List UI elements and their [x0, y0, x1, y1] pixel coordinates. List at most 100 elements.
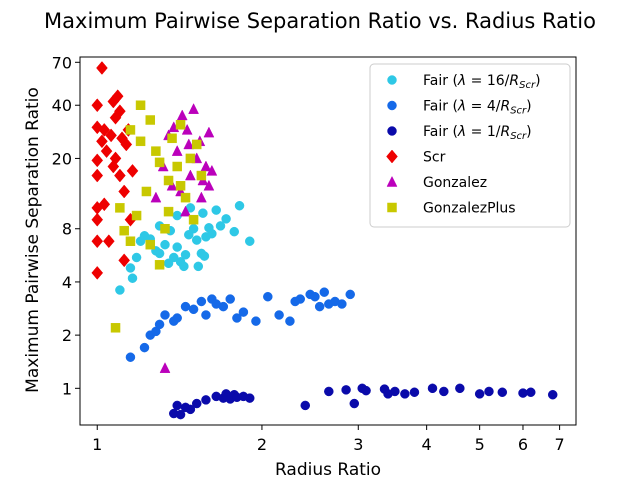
legend-marker — [387, 75, 397, 85]
x-tick-label: 3 — [353, 435, 363, 454]
data-point — [135, 100, 146, 110]
data-point — [160, 310, 170, 320]
data-point — [125, 125, 136, 135]
data-point — [345, 289, 355, 300]
data-point — [234, 200, 245, 211]
data-point — [180, 250, 191, 260]
data-point — [151, 146, 161, 156]
data-point — [314, 301, 325, 312]
data-point — [139, 342, 150, 353]
data-point — [91, 266, 104, 280]
y-tick-label: 70 — [52, 53, 72, 72]
data-point — [159, 362, 171, 373]
data-point — [171, 145, 183, 156]
data-point — [215, 221, 226, 231]
data-point — [285, 316, 295, 326]
data-point — [245, 393, 255, 403]
data-point — [195, 191, 207, 203]
data-point — [232, 313, 242, 323]
data-point — [109, 151, 122, 166]
data-point — [110, 323, 121, 333]
data-point — [141, 186, 152, 197]
data-point — [497, 387, 508, 398]
legend-marker — [386, 175, 398, 187]
legend-label: Fair (λ = 16/RScr) — [423, 73, 541, 91]
data-point — [180, 301, 191, 312]
x-tick-label: 6 — [518, 435, 528, 454]
data-point — [91, 153, 104, 168]
legend-label-part: = 1/ — [466, 124, 501, 140]
legend-label-part: ) — [526, 99, 531, 115]
legend-label-part: Fair ( — [423, 124, 458, 140]
data-point — [337, 299, 347, 309]
legend-label-part: ) — [535, 73, 540, 89]
data-point — [221, 214, 231, 224]
data-point — [115, 203, 125, 213]
data-point — [96, 134, 108, 149]
data-point — [390, 386, 400, 397]
data-point — [103, 234, 115, 249]
data-point — [526, 387, 536, 398]
data-point — [163, 175, 174, 186]
x-tick-label: 7 — [555, 435, 565, 454]
data-point — [238, 307, 249, 317]
data-point — [229, 226, 240, 237]
data-point — [172, 242, 182, 252]
y-tick-label: 20 — [52, 149, 72, 168]
legend-label-part: Scr — [519, 80, 536, 91]
data-point — [245, 236, 255, 246]
data-point — [484, 386, 494, 397]
y-tick-label: 1 — [62, 379, 72, 398]
data-point — [207, 228, 217, 239]
data-point — [98, 197, 111, 212]
data-point — [199, 251, 210, 261]
legend-label-part: Scr — [510, 106, 527, 117]
legend: Fair (λ = 16/RScr)Fair (λ = 4/RScr)Fair … — [369, 63, 571, 228]
x-tick-label: 2 — [257, 435, 267, 454]
data-point — [400, 389, 410, 399]
data-point — [361, 385, 371, 396]
data-point — [125, 352, 136, 362]
data-point — [118, 253, 130, 268]
data-point — [154, 157, 165, 168]
data-point — [169, 252, 179, 263]
data-point — [172, 161, 182, 172]
legend-label-part: = 4/ — [466, 99, 501, 115]
data-point — [184, 169, 196, 181]
legend-label-part: λ — [457, 124, 466, 140]
data-point — [131, 210, 142, 221]
legend-label: Scr — [423, 150, 446, 166]
data-point — [91, 234, 104, 249]
series-5 — [110, 100, 207, 333]
data-point — [172, 210, 182, 221]
data-point — [172, 313, 182, 323]
legend-label: Fair (λ = 4/RScr) — [423, 99, 532, 117]
series-1 — [125, 287, 355, 362]
data-point — [175, 120, 186, 130]
x-tick-label: 5 — [475, 435, 485, 454]
legend-label-part: λ — [457, 99, 466, 115]
data-point — [154, 319, 165, 330]
series-0 — [115, 200, 255, 295]
data-point — [180, 205, 191, 217]
data-point — [251, 316, 261, 326]
data-point — [154, 260, 165, 270]
data-point — [125, 263, 136, 273]
data-point — [193, 261, 204, 272]
data-point — [349, 398, 360, 409]
data-point — [474, 389, 485, 399]
data-point — [547, 389, 558, 400]
legend-box — [369, 63, 571, 228]
data-point — [188, 223, 199, 234]
y-tick-label: 8 — [62, 220, 72, 239]
data-point — [409, 387, 420, 398]
data-point — [203, 126, 215, 138]
legend-label-part: Fair ( — [423, 99, 458, 115]
data-point — [201, 395, 211, 405]
data-point — [120, 137, 133, 152]
legend-marker — [387, 126, 397, 136]
data-point — [111, 89, 124, 104]
legend-label-part: Scr — [423, 150, 446, 166]
data-point — [150, 191, 162, 203]
